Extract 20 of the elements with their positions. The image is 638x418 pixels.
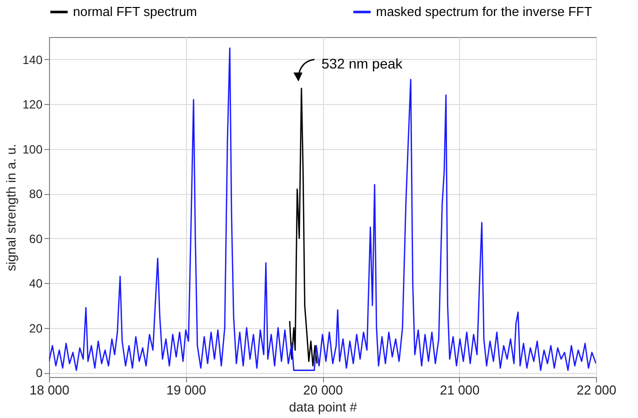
x-axis-title: data point # bbox=[289, 400, 358, 414]
legend-label: normal FFT spectrum bbox=[73, 4, 198, 19]
y-tick-label: 120 bbox=[22, 98, 43, 112]
annotation: 532 nm peak bbox=[321, 55, 404, 72]
y-tick-label: 0 bbox=[36, 366, 43, 380]
y-tick-label: 20 bbox=[29, 321, 43, 336]
x-tick-label: 21 000 bbox=[440, 382, 480, 398]
y-tick-label: 40 bbox=[29, 276, 43, 291]
y-tick-label: 60 bbox=[29, 232, 43, 246]
x-tick-label: 19 000 bbox=[166, 382, 206, 398]
legend-label: masked spectrum for the inverse FFT bbox=[376, 4, 592, 19]
line-series bbox=[289, 88, 318, 366]
y-tick-label: 100 bbox=[22, 142, 43, 156]
y-tick-label: 80 bbox=[29, 187, 43, 202]
x-tick-label: 22 000 bbox=[576, 382, 616, 398]
x-tick-label: 18 000 bbox=[30, 382, 70, 398]
y-axis-title: signal strength in a. u. bbox=[3, 144, 18, 272]
line-series bbox=[49, 48, 596, 371]
x-tick-label: 20 000 bbox=[303, 382, 343, 398]
y-tick-label: 140 bbox=[22, 52, 43, 67]
